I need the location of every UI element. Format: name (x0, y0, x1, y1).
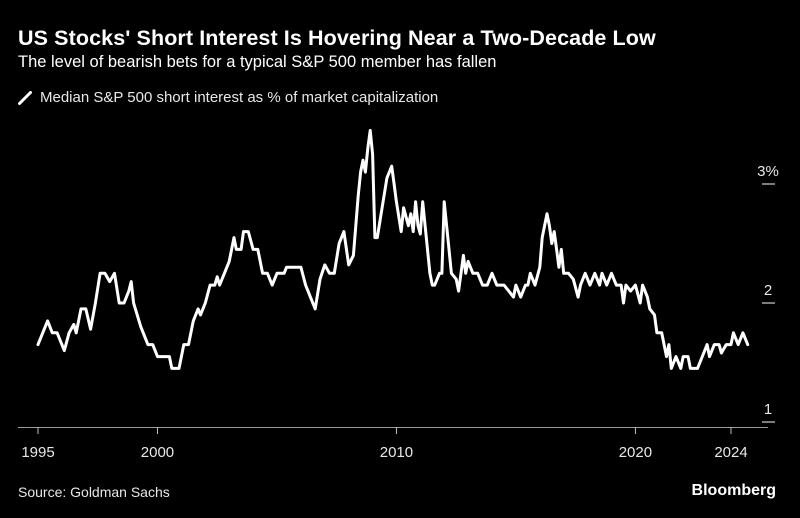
x-axis: 1995 2000 2010 2020 2024 (18, 427, 768, 461)
series-line-short-interest (36, 128, 750, 370)
x-tick-label: 1995 (21, 444, 54, 461)
y-tick-label: 3% (757, 163, 779, 180)
y-tick-label: 1 (764, 401, 772, 418)
legend-line-icon (18, 90, 32, 105)
x-tick-label: 2000 (141, 444, 174, 461)
x-tick-label: 2020 (619, 444, 652, 461)
legend: Median S&P 500 short interest as % of ma… (18, 89, 438, 106)
source-note: Source: Goldman Sachs (18, 484, 170, 500)
y-tick-label: 2 (764, 282, 772, 299)
series-layer (36, 128, 750, 370)
chart-title: US Stocks' Short Interest Is Hovering Ne… (18, 26, 656, 50)
chart-subtitle: The level of bearish bets for a typical … (18, 53, 497, 71)
x-tick-label: 2024 (714, 444, 747, 461)
bloomberg-logo: Bloomberg (691, 482, 776, 499)
legend-label: Median S&P 500 short interest as % of ma… (40, 89, 439, 106)
x-tick-label: 2010 (380, 444, 413, 461)
y-axis: 3% 2 1 (757, 163, 779, 423)
